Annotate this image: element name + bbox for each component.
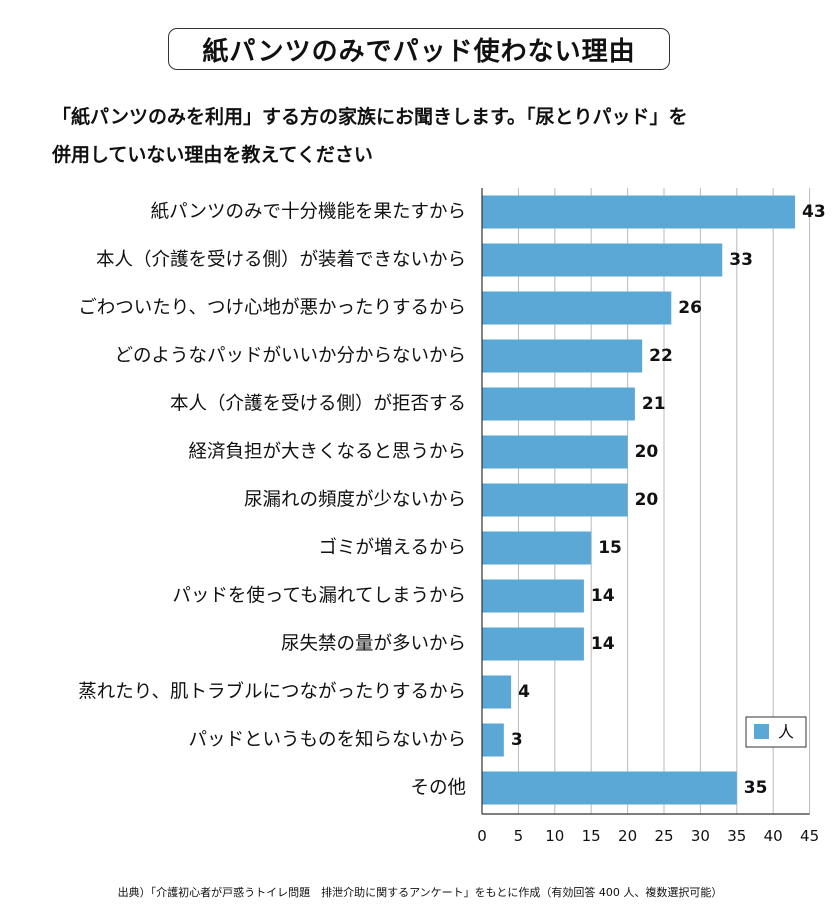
chart-title: 紙パンツのみでパッド使わない理由 [168, 28, 670, 70]
bar-5 [482, 435, 628, 469]
bar-value-label-6: 20 [635, 490, 659, 510]
bar-8 [482, 579, 584, 613]
bar-2 [482, 291, 672, 325]
bar-value-label-11: 3 [511, 730, 523, 750]
category-label-11: パッドというものを知らないから [188, 730, 466, 751]
bar-3 [482, 339, 643, 373]
bar-9 [482, 627, 584, 661]
survey-question: 「紙パンツのみを利用」する方の家族にお聞きします。「尿とりパッド」を 併用してい… [52, 98, 812, 174]
x-tick-label-7: 35 [727, 827, 746, 845]
category-label-12: その他 [410, 778, 466, 799]
legend-swatch [754, 724, 769, 739]
bar-10 [482, 675, 512, 709]
x-tick-label-8: 40 [764, 827, 783, 845]
source-note: 出典）「介護初心者が戸惑うトイレ問題 排泄介助に関するアンケート」をもとに作成（… [117, 886, 723, 899]
bar-7 [482, 531, 592, 565]
bar-value-label-8: 14 [591, 586, 615, 606]
x-tick-label-6: 30 [691, 827, 710, 845]
category-label-4: 本人（介護を受ける側）が拒否する [170, 394, 466, 415]
bar-value-label-5: 20 [635, 442, 659, 462]
legend-label: 人 [778, 723, 794, 742]
legend-box [745, 716, 807, 748]
bar-value-label-3: 22 [649, 346, 673, 366]
bar-chart: 43紙パンツのみで十分機能を果たすから33本人（介護を受ける側）が装着できないか… [78, 188, 826, 845]
bar-0 [482, 195, 796, 229]
x-tick-label-0: 0 [477, 827, 487, 845]
bar-1 [482, 243, 723, 277]
bar-value-label-9: 14 [591, 634, 615, 654]
x-tick-label-5: 25 [654, 827, 673, 845]
category-label-5: 経済負担が大きくなると思うから [188, 442, 466, 463]
x-tick-label-3: 15 [582, 827, 601, 845]
bar-6 [482, 483, 628, 517]
category-label-2: ごわついたり、つけ心地が悪かったりするから [78, 298, 466, 319]
category-label-10: 蒸れたり、肌トラブルにつながったりするから [78, 681, 466, 703]
bar-value-label-0: 43 [802, 202, 826, 222]
category-label-8: パッドを使っても漏れてしまうから [172, 586, 466, 607]
category-label-9: 尿失禁の量が多いから [281, 634, 466, 655]
x-tick-label-4: 20 [618, 827, 637, 845]
category-label-6: 尿漏れの頻度が少ないから [244, 490, 466, 511]
bar-value-label-2: 26 [678, 298, 702, 318]
x-tick-label-2: 10 [545, 827, 564, 845]
category-label-3: どのようなパッドがいいか分からないから [114, 346, 466, 367]
category-label-7: ゴミが増えるから [319, 538, 466, 559]
bar-value-label-7: 15 [598, 538, 622, 558]
survey-question-line-2: 併用していない理由を教えてください [52, 144, 373, 166]
survey-question-line-1: 「紙パンツのみを利用」する方の家族にお聞きします。「尿とりパッド」を [52, 106, 688, 128]
x-tick-label-1: 5 [514, 827, 524, 845]
bar-value-label-12: 35 [744, 778, 768, 798]
category-label-0: 紙パンツのみで十分機能を果たすから [151, 202, 466, 223]
category-label-1: 本人（介護を受ける側）が装着できないから [96, 250, 466, 271]
bar-value-label-1: 33 [729, 250, 753, 270]
bar-4 [482, 387, 635, 421]
bar-value-label-4: 21 [642, 394, 666, 414]
bar-value-label-10: 4 [518, 682, 530, 702]
bar-12 [482, 771, 737, 805]
bar-11 [482, 723, 504, 757]
x-tick-label-9: 45 [800, 827, 819, 845]
